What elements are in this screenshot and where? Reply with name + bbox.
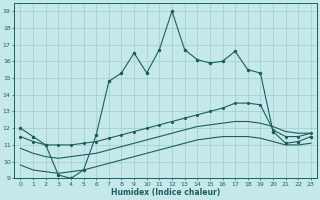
X-axis label: Humidex (Indice chaleur): Humidex (Indice chaleur) [111,188,220,197]
